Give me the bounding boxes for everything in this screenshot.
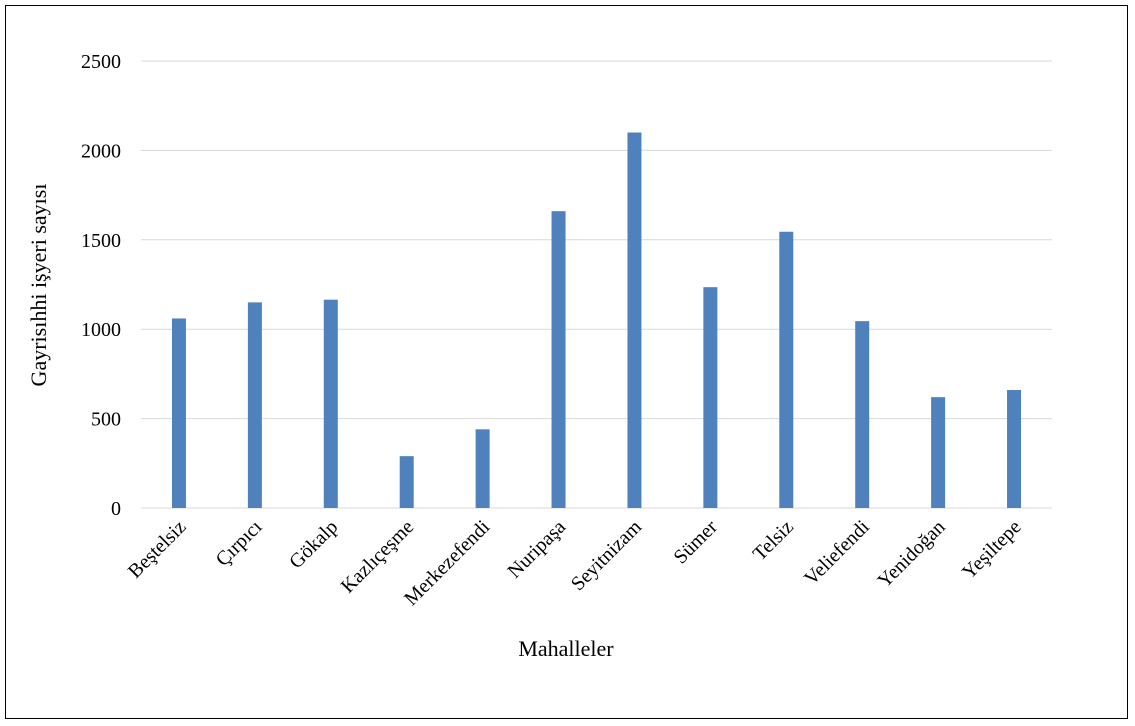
y-tick-label: 500	[91, 409, 121, 431]
x-tick-label: Seyitnizam	[567, 516, 646, 595]
bar	[551, 211, 566, 508]
bar	[399, 456, 414, 508]
y-tick-label: 1000	[81, 319, 121, 341]
x-tick-label: Sümer	[669, 516, 722, 569]
bar	[475, 429, 490, 508]
x-tick-label: Beştelsiz	[124, 516, 191, 583]
x-tick-label: Yenidoğan	[873, 516, 949, 592]
bar	[627, 132, 642, 508]
bar	[703, 287, 718, 508]
chart-frame	[5, 5, 1128, 719]
y-tick-label: 2000	[81, 140, 121, 162]
x-tick-label: Yeşiltepe	[958, 516, 1026, 584]
y-tick-labels: 0 500 1000 1500 2000 2500	[81, 51, 121, 520]
bar	[931, 397, 946, 508]
gridlines	[141, 60, 1052, 509]
bar	[323, 299, 338, 508]
y-tick-label: 0	[111, 498, 121, 520]
y-axis-title: Gayrisıhhi işyeri sayısı	[26, 184, 51, 387]
x-tick-label: Telsiz	[749, 516, 798, 565]
x-tick-labels: Beştelsiz Çırpıcı GökalpKazlıçeşmeMerkezef…	[124, 516, 1026, 610]
bar	[247, 302, 262, 508]
bar	[1007, 389, 1022, 508]
x-tick-label: Kazlıçeşme	[337, 516, 419, 598]
x-tick-label: Veliefendi	[800, 516, 874, 590]
bar	[171, 318, 186, 508]
x-tick-label: Gökalp	[285, 516, 342, 573]
bar	[855, 321, 870, 508]
x-tick-label: Nuripaşa	[503, 516, 570, 583]
y-tick-label: 2500	[81, 51, 121, 73]
x-axis-title: Mahalleler	[518, 636, 614, 661]
x-tick-label: Çırpıcı	[212, 516, 267, 571]
y-tick-label: 1500	[81, 230, 121, 252]
bars	[171, 132, 1022, 508]
bar	[779, 231, 794, 508]
